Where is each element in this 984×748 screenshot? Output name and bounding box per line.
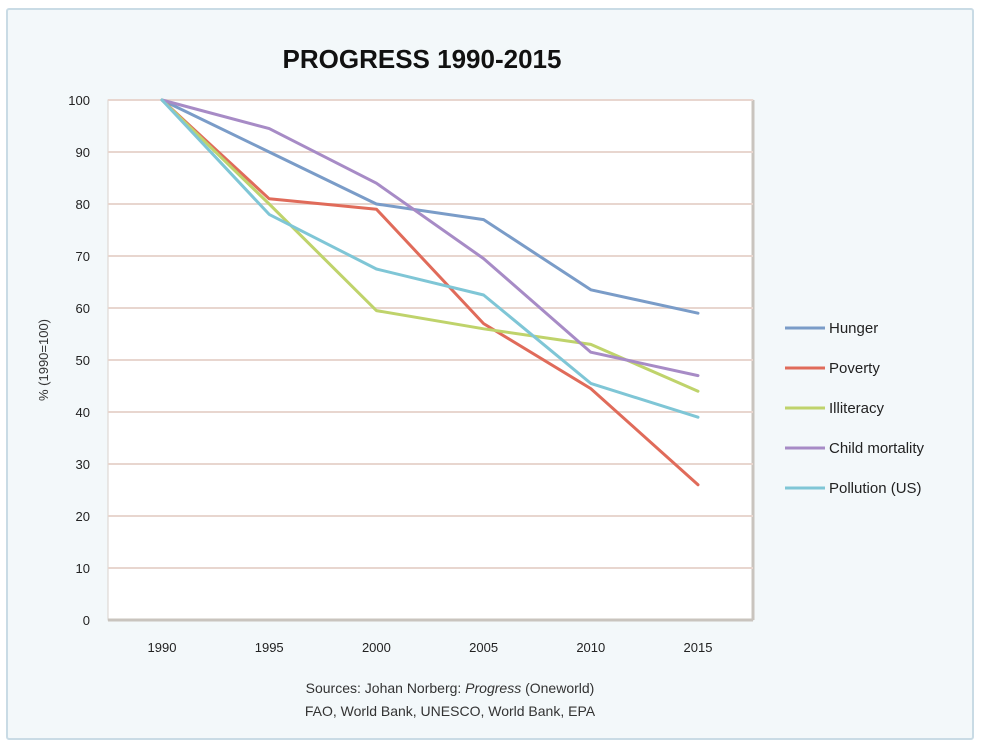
series-line-pollution-us [160, 98, 700, 419]
y-tick-label: 40 [76, 405, 90, 420]
y-tick-label: 10 [76, 561, 90, 576]
x-tick-label: 1990 [148, 640, 177, 655]
x-tick-label: 2005 [469, 640, 498, 655]
y-tick-label: 100 [68, 93, 90, 108]
chart-title: PROGRESS 1990-2015 [283, 44, 562, 74]
y-axis-label: % (1990=100) [36, 319, 51, 401]
y-tick-label: 60 [76, 301, 90, 316]
y-tick-label: 70 [76, 249, 90, 264]
x-tick-labels: 1990 1995 2000 2005 2010 2015 [148, 640, 713, 655]
y-tick-label: 20 [76, 509, 90, 524]
x-tick-label: 2015 [684, 640, 713, 655]
y-tick-labels: 0 10 20 30 40 50 60 70 80 90 100 [68, 93, 90, 628]
legend: Hunger Poverty Illiteracy Child mortality Po… [785, 320, 925, 497]
series-line-illiteracy [160, 98, 700, 393]
sources-prefix: Sources: Johan Norberg: [306, 680, 466, 696]
x-tick-label: 2000 [362, 640, 391, 655]
series-line-poverty [160, 98, 700, 487]
x-tick-label: 2010 [576, 640, 605, 655]
y-tick-label: 0 [83, 613, 90, 628]
y-tick-label: 30 [76, 457, 90, 472]
sources-line-1: Sources: Johan Norberg: Progress (Onewor… [306, 680, 595, 696]
sources-suffix: (Oneworld) [521, 680, 594, 696]
legend-label-illiteracy: Illiteracy [829, 400, 885, 417]
gridlines [108, 99, 753, 569]
sources-book: Progress [465, 680, 521, 696]
series-line-child-mortality [160, 98, 700, 378]
legend-label-child-mortality: Child mortality [829, 440, 925, 457]
y-tick-label: 80 [76, 197, 90, 212]
series-line-hunger [160, 98, 700, 315]
legend-label-poverty: Poverty [829, 360, 880, 377]
x-tick-label: 1995 [255, 640, 284, 655]
legend-label-hunger: Hunger [829, 320, 878, 337]
y-tick-label: 50 [76, 353, 90, 368]
series-lines [160, 98, 700, 487]
legend-label-pollution-us: Pollution (US) [829, 480, 922, 497]
sources-line-2: FAO, World Bank, UNESCO, World Bank, EPA [305, 703, 596, 719]
y-tick-label: 90 [76, 145, 90, 160]
